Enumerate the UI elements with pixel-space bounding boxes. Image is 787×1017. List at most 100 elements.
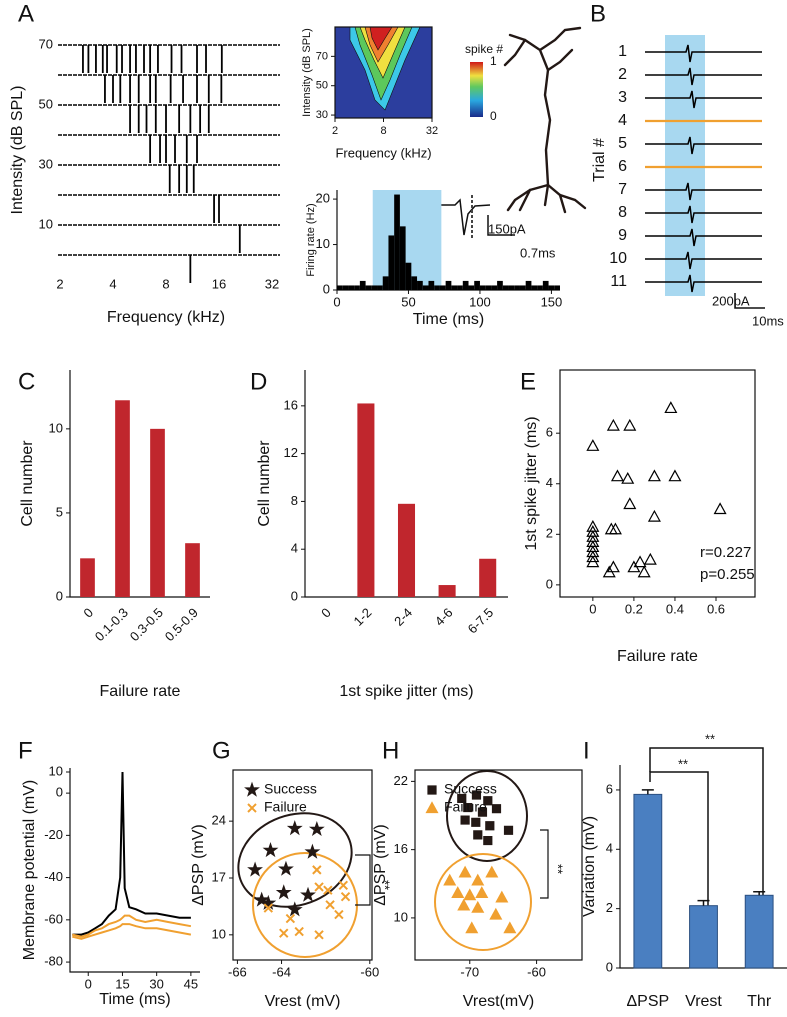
point: [471, 790, 482, 800]
y-tick-label: 0: [323, 281, 330, 296]
point: [451, 886, 465, 898]
y-axis-label: ΔPSP (mV): [190, 824, 207, 906]
histogram-bar: [548, 285, 555, 290]
histogram-bar: [468, 285, 475, 290]
point: [308, 820, 325, 837]
colorbar-tick-label: 1: [490, 54, 497, 68]
x-tick-label: 32: [426, 125, 438, 137]
annotation: 150pA: [488, 221, 526, 236]
histogram-bar: [497, 280, 503, 290]
panel-letter: D: [250, 368, 267, 395]
histogram-bar: [411, 276, 418, 290]
x-axis-label: Time (ms): [413, 311, 484, 328]
bar: [689, 905, 718, 969]
histogram-bar: [542, 280, 549, 290]
error-bar: [697, 899, 710, 906]
point: [606, 418, 620, 431]
point: [637, 565, 651, 578]
point: [458, 865, 472, 878]
y-tick-label: 10: [39, 216, 53, 231]
annotation: **: [705, 731, 715, 746]
point: [485, 865, 499, 878]
error-bar: [753, 890, 766, 896]
panel-letter: I: [583, 737, 590, 764]
point: [623, 497, 637, 510]
histogram-bar: [531, 285, 538, 290]
trial-label: 9: [618, 227, 627, 244]
histogram-bar: [354, 285, 360, 290]
bar: [115, 400, 130, 597]
histogram-bar: [554, 285, 560, 290]
y-tick-label: 2: [546, 526, 553, 541]
annotation: 200pA: [712, 293, 750, 308]
point: [323, 885, 333, 895]
point: [460, 815, 470, 825]
histogram-bar: [422, 285, 429, 290]
point: [278, 860, 294, 876]
y-tick-label: 22: [394, 773, 408, 788]
trace-line: [72, 771, 191, 936]
histogram-bar: [502, 285, 509, 290]
x-axis-label: Time (ms): [99, 991, 170, 1008]
trace-line: [72, 923, 192, 940]
axes-frame: [414, 769, 583, 961]
y-axis-label: 1st spike jitter (ms): [523, 416, 540, 550]
legend-label: Failure: [264, 799, 307, 815]
panel-letter: C: [18, 368, 35, 395]
y-tick-label: 4: [546, 475, 553, 490]
histogram-bar: [417, 280, 423, 290]
y-axis-label: Intensity (dB SPL): [301, 28, 313, 117]
point: [247, 861, 263, 877]
legend-label: Success: [264, 781, 317, 797]
x-tick-label: 0.5-0.9: [162, 605, 201, 644]
point: [294, 926, 304, 937]
histogram-bar: [485, 285, 492, 290]
trial-label: 11: [610, 273, 627, 290]
y-tick-label: 8: [291, 493, 298, 508]
histogram-bar: [451, 285, 458, 290]
point: [314, 882, 324, 892]
y-tick-label: 10: [212, 926, 226, 941]
point: [503, 921, 517, 934]
x-tick-label: 4-6: [432, 605, 456, 629]
x-axis-label: Frequency (kHz): [107, 309, 225, 326]
y-axis-label: ΔPSP (mV): [372, 824, 389, 906]
point: [325, 900, 335, 910]
bar: [744, 894, 774, 969]
x-axis-label: Vrest (mV): [265, 993, 341, 1010]
y-tick-label: -20: [44, 827, 63, 842]
point: [463, 802, 473, 813]
legend-marker: [427, 785, 437, 795]
point: [334, 909, 344, 920]
x-tick-label: 15: [115, 976, 129, 991]
x-axis-label: Failure rate: [617, 648, 698, 665]
x-tick-label: 2: [332, 125, 338, 137]
stimulus-window: [665, 35, 705, 296]
y-tick-label: 16: [284, 397, 298, 412]
x-tick-label: -60: [527, 964, 546, 979]
y-tick-label: 16: [394, 841, 408, 856]
trial-label: 1: [618, 43, 627, 60]
histogram-bar: [405, 262, 412, 290]
legend-label: Failure: [444, 799, 487, 815]
histogram-bar: [439, 285, 446, 290]
trial-label: 8: [618, 204, 627, 221]
x-tick-label: Thr: [747, 993, 772, 1010]
y-tick-label: 20: [316, 191, 330, 206]
y-tick-label: 50: [39, 96, 53, 111]
point: [253, 891, 270, 907]
point: [503, 825, 514, 835]
point: [262, 842, 279, 858]
x-tick-label: ΔPSP: [626, 993, 669, 1010]
panel-letter: G: [212, 737, 231, 764]
point: [443, 873, 457, 886]
point: [623, 418, 637, 431]
point: [483, 796, 493, 806]
trial-label: 3: [618, 89, 627, 106]
x-tick-label: 30: [149, 976, 163, 991]
panel-letter: B: [590, 0, 606, 27]
y-tick-label: 10: [49, 420, 63, 435]
histogram-bar: [514, 285, 520, 290]
point: [608, 522, 622, 535]
trace-line: [72, 914, 192, 938]
